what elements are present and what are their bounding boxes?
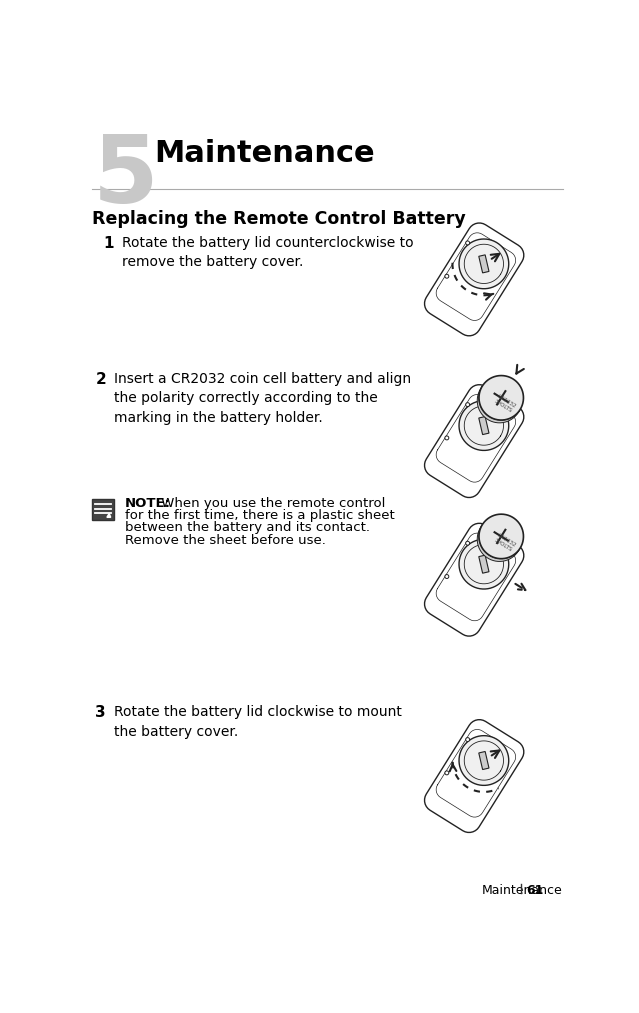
Text: 1: 1	[103, 235, 114, 250]
Text: for the first time, there is a plastic sheet: for the first time, there is a plastic s…	[125, 509, 394, 522]
Text: NOTE:: NOTE:	[125, 496, 171, 510]
Polygon shape	[459, 735, 509, 785]
Text: 2: 2	[95, 372, 106, 387]
Text: 61: 61	[527, 883, 544, 897]
Polygon shape	[479, 515, 523, 558]
Circle shape	[445, 436, 449, 440]
Polygon shape	[424, 719, 524, 833]
Text: 3: 3	[95, 705, 106, 720]
Text: Maintenance: Maintenance	[155, 139, 375, 167]
Text: Rotate the battery lid clockwise to mount
the battery cover.: Rotate the battery lid clockwise to moun…	[114, 705, 402, 738]
Polygon shape	[477, 525, 520, 561]
Text: Maintenance: Maintenance	[482, 883, 562, 897]
Polygon shape	[479, 376, 523, 420]
Polygon shape	[424, 524, 524, 636]
Polygon shape	[479, 416, 489, 435]
Polygon shape	[459, 539, 509, 589]
Circle shape	[466, 541, 470, 545]
Circle shape	[445, 275, 449, 279]
FancyBboxPatch shape	[92, 498, 114, 521]
Text: Replacing the Remote Control Battery: Replacing the Remote Control Battery	[92, 210, 466, 228]
Circle shape	[445, 574, 449, 578]
Polygon shape	[107, 514, 111, 518]
Circle shape	[466, 737, 470, 742]
Text: Insert a CR2032 coin cell battery and align
the polarity correctly according to : Insert a CR2032 coin cell battery and al…	[114, 372, 411, 424]
Polygon shape	[424, 223, 524, 335]
Polygon shape	[424, 385, 524, 497]
Text: between the battery and its contact.: between the battery and its contact.	[125, 522, 369, 534]
Circle shape	[445, 771, 449, 775]
Polygon shape	[479, 752, 489, 770]
Circle shape	[466, 241, 470, 245]
Text: Remove the sheet before use.: Remove the sheet before use.	[125, 534, 325, 546]
Polygon shape	[479, 555, 489, 573]
Polygon shape	[459, 239, 509, 289]
Polygon shape	[459, 401, 509, 451]
Text: When you use the remote control: When you use the remote control	[157, 496, 385, 510]
Polygon shape	[477, 386, 520, 422]
Polygon shape	[479, 255, 489, 272]
Text: 5: 5	[92, 131, 158, 223]
Text: Rotate the battery lid counterclockwise to
remove the battery cover.: Rotate the battery lid counterclockwise …	[121, 235, 413, 269]
Circle shape	[466, 402, 470, 406]
Text: CR2032
3VOLTS: CR2032 3VOLTS	[493, 394, 517, 414]
Text: CR2032
3VOLTS: CR2032 3VOLTS	[493, 533, 517, 553]
